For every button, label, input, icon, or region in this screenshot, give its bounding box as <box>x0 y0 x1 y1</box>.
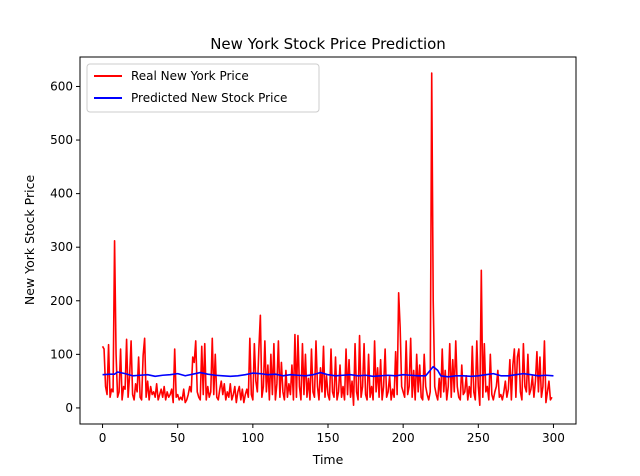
x-tick-label: 0 <box>99 431 107 445</box>
y-axis: 0 100 200 300 400 500 600 <box>50 79 80 415</box>
y-tick-label: 200 <box>50 294 73 308</box>
x-tick-label: 50 <box>170 431 185 445</box>
y-tick-label: 100 <box>50 347 73 361</box>
x-axis-label: Time <box>312 452 344 467</box>
legend: Real New York Price Predicted New Stock … <box>86 63 320 113</box>
y-tick-label: 300 <box>50 240 73 254</box>
series-line-predicted <box>102 365 554 378</box>
y-tick-label: 0 <box>65 401 73 415</box>
x-tick-label: 100 <box>241 431 264 445</box>
y-axis-label: New York Stock Price <box>22 175 37 306</box>
x-tick-label: 150 <box>317 431 340 445</box>
chart-title: New York Stock Price Prediction <box>210 35 446 53</box>
legend-frame <box>86 63 320 113</box>
x-tick-label: 250 <box>467 431 490 445</box>
series-layer <box>101 72 554 407</box>
x-tick-label: 200 <box>392 431 415 445</box>
y-tick-label: 500 <box>50 133 73 147</box>
y-tick-label: 600 <box>50 79 73 93</box>
series-line-real <box>101 72 553 407</box>
legend-label-predicted: Predicted New Stock Price <box>131 91 287 105</box>
x-tick-label: 300 <box>542 431 565 445</box>
x-axis: 0 50 100 150 200 250 300 <box>99 424 565 445</box>
legend-label-real: Real New York Price <box>131 69 249 83</box>
y-tick-label: 400 <box>50 187 73 201</box>
